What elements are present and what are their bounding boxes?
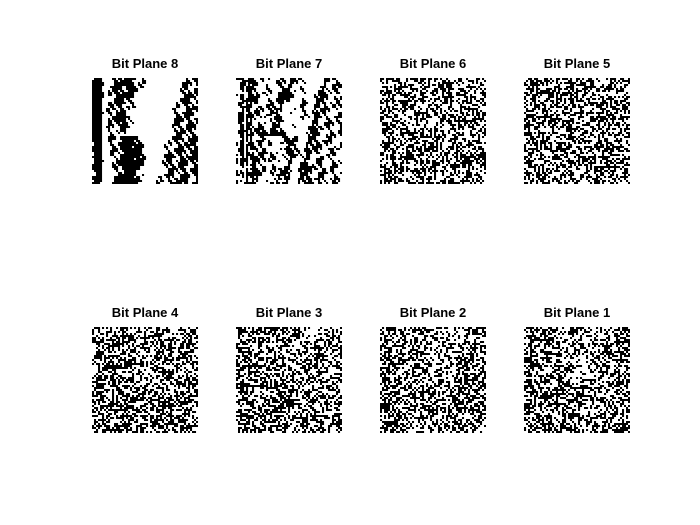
bit-plane-image — [380, 327, 486, 433]
bit-plane-7-svg — [236, 78, 342, 184]
panel-bit-plane-8: Bit Plane 8 — [80, 56, 210, 196]
bit-plane-8-svg — [92, 78, 198, 184]
bit-plane-image — [92, 78, 198, 184]
bit-plane-pixels — [236, 327, 342, 433]
panel-bit-plane-7: Bit Plane 7 — [224, 56, 354, 196]
panel-title: Bit Plane 6 — [399, 56, 467, 71]
panel-bit-plane-2: Bit Plane 2 — [368, 305, 498, 445]
bit-plane-image — [236, 327, 342, 433]
panel-title: Bit Plane 3 — [255, 305, 323, 320]
bit-plane-pixels — [380, 327, 486, 433]
panel-title: Bit Plane 2 — [399, 305, 467, 320]
bit-plane-pixels — [92, 78, 198, 184]
panel-title: Bit Plane 8 — [111, 56, 179, 71]
bit-plane-image — [380, 78, 486, 184]
bit-plane-1-svg — [524, 327, 630, 433]
panel-bit-plane-6: Bit Plane 6 — [368, 56, 498, 196]
panel-bit-plane-1: Bit Plane 1 — [512, 305, 642, 445]
bit-plane-pixels — [524, 327, 630, 433]
bit-plane-3-svg — [236, 327, 342, 433]
bit-plane-5-svg — [524, 78, 630, 184]
panel-bit-plane-4: Bit Plane 4 — [80, 305, 210, 445]
bit-plane-pixels — [524, 78, 630, 184]
bit-plane-image — [236, 78, 342, 184]
bit-plane-image — [524, 78, 630, 184]
bit-plane-image — [92, 327, 198, 433]
bit-plane-6-svg — [380, 78, 486, 184]
panel-bit-plane-3: Bit Plane 3 — [224, 305, 354, 445]
panel-bit-plane-5: Bit Plane 5 — [512, 56, 642, 196]
panel-title: Bit Plane 5 — [543, 56, 611, 71]
bit-plane-pixels — [92, 327, 198, 433]
panel-title: Bit Plane 7 — [255, 56, 323, 71]
bit-plane-2-svg — [380, 327, 486, 433]
panel-title: Bit Plane 1 — [543, 305, 611, 320]
panel-title: Bit Plane 4 — [111, 305, 179, 320]
bit-plane-4-svg — [92, 327, 198, 433]
bit-plane-image — [524, 327, 630, 433]
bit-plane-pixels — [236, 78, 342, 184]
bit-plane-pixels — [380, 78, 486, 184]
